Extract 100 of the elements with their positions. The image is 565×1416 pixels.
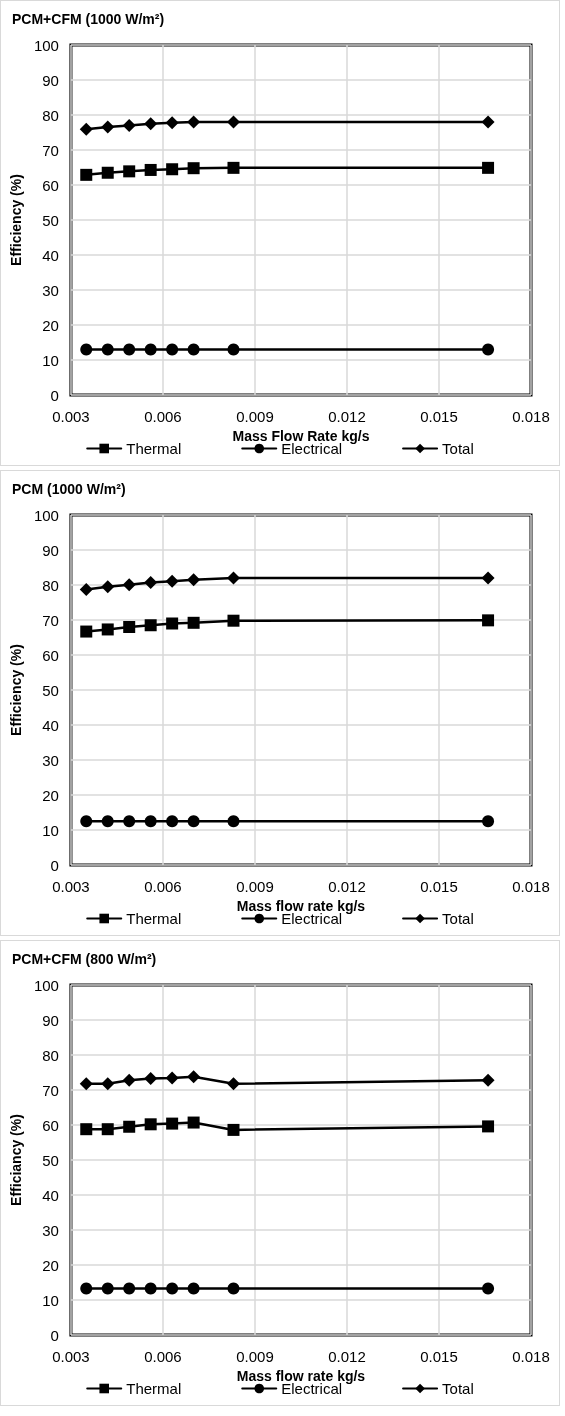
- point: [144, 576, 158, 590]
- y-axis-title: Efficiancy (%): [8, 1114, 24, 1206]
- y-tick-label: 10: [42, 351, 59, 369]
- x-tick-label: 0.009: [236, 878, 274, 895]
- point: [165, 1071, 179, 1085]
- y-tick-label: 100: [33, 36, 59, 54]
- y-tick-label: 0: [50, 856, 59, 874]
- point: [123, 343, 136, 356]
- y-tick-label: 70: [42, 1081, 59, 1099]
- point: [80, 168, 93, 181]
- point: [123, 1282, 136, 1295]
- x-tick-label: 0.012: [328, 878, 366, 895]
- x-tick-label: 0.006: [144, 878, 182, 895]
- point: [187, 573, 201, 587]
- point: [166, 815, 179, 828]
- point: [101, 166, 114, 179]
- y-axis-title: Efficiency (%): [8, 644, 24, 736]
- y-tick-label: 0: [50, 1326, 59, 1344]
- point: [144, 815, 157, 828]
- y-tick-label: 80: [42, 1046, 59, 1064]
- point: [482, 1282, 495, 1295]
- legend-label: Total: [442, 440, 474, 457]
- point: [166, 1117, 179, 1130]
- point: [122, 578, 136, 592]
- point: [226, 115, 240, 129]
- y-tick-label: 10: [42, 1291, 59, 1309]
- y-tick-label: 20: [42, 316, 59, 334]
- y-tick-label: 80: [42, 106, 59, 124]
- y-tick-label: 30: [42, 751, 59, 769]
- point: [166, 1282, 179, 1295]
- y-tick-label: 40: [42, 716, 59, 734]
- point: [144, 117, 158, 131]
- point: [187, 815, 200, 828]
- y-tick-label: 70: [42, 611, 59, 629]
- y-tick-label: 10: [42, 821, 59, 839]
- y-tick-label: 30: [42, 281, 59, 299]
- x-tick-label: 0.009: [236, 1348, 274, 1365]
- x-tick-label: 0.012: [328, 1348, 366, 1365]
- point: [101, 343, 114, 356]
- x-tick-label: 0.018: [512, 408, 550, 425]
- point: [482, 343, 495, 356]
- point: [122, 1073, 136, 1087]
- point: [101, 623, 114, 636]
- point: [187, 1070, 201, 1084]
- y-tick-label: 90: [42, 1011, 59, 1029]
- point: [482, 614, 495, 627]
- point: [101, 1123, 114, 1136]
- legend-label: Total: [442, 1380, 474, 1397]
- y-tick-label: 70: [42, 141, 59, 159]
- y-tick-label: 60: [42, 176, 59, 194]
- point: [123, 621, 136, 633]
- x-tick-label: 0.009: [236, 408, 274, 425]
- point: [227, 161, 240, 174]
- x-tick-label: 0.003: [52, 878, 90, 895]
- point: [227, 343, 240, 356]
- point: [227, 815, 240, 828]
- y-tick-label: 100: [33, 506, 59, 524]
- point: [481, 115, 495, 129]
- point: [165, 574, 179, 588]
- point: [187, 343, 200, 356]
- point: [482, 815, 495, 828]
- point: [482, 161, 495, 174]
- y-tick-label: 20: [42, 786, 59, 804]
- y-tick-label: 90: [42, 71, 59, 89]
- point: [227, 1123, 240, 1136]
- point: [101, 580, 115, 594]
- point: [187, 616, 200, 629]
- point: [144, 163, 157, 176]
- point: [123, 815, 136, 828]
- point: [80, 1282, 93, 1295]
- y-tick-label: 90: [42, 541, 59, 559]
- x-tick-label: 0.018: [512, 878, 550, 895]
- point: [226, 1077, 240, 1091]
- point: [482, 1120, 495, 1133]
- point: [166, 163, 179, 176]
- point: [144, 1282, 157, 1295]
- point: [101, 1077, 115, 1091]
- y-tick-label: 80: [42, 576, 59, 594]
- point: [123, 165, 136, 178]
- y-tick-label: 40: [42, 246, 59, 264]
- point: [187, 1282, 200, 1295]
- y-tick-label: 40: [42, 1186, 59, 1204]
- point: [187, 1116, 200, 1129]
- point: [226, 571, 240, 585]
- point: [187, 115, 201, 129]
- point: [80, 343, 93, 356]
- y-tick-label: 50: [42, 681, 59, 699]
- y-tick-label: 60: [42, 646, 59, 664]
- point: [227, 614, 240, 627]
- x-tick-label: 0.006: [144, 1348, 182, 1365]
- point: [80, 625, 93, 638]
- chart-title: PCM+CFM (1000 W/m²): [12, 11, 165, 27]
- point: [144, 1118, 157, 1131]
- y-tick-label: 20: [42, 1256, 59, 1274]
- legend-label: Total: [442, 910, 474, 927]
- x-tick-label: 0.015: [420, 878, 458, 895]
- point: [80, 1123, 93, 1136]
- point: [166, 617, 179, 630]
- point: [227, 1282, 240, 1295]
- x-tick-label: 0.012: [328, 408, 366, 425]
